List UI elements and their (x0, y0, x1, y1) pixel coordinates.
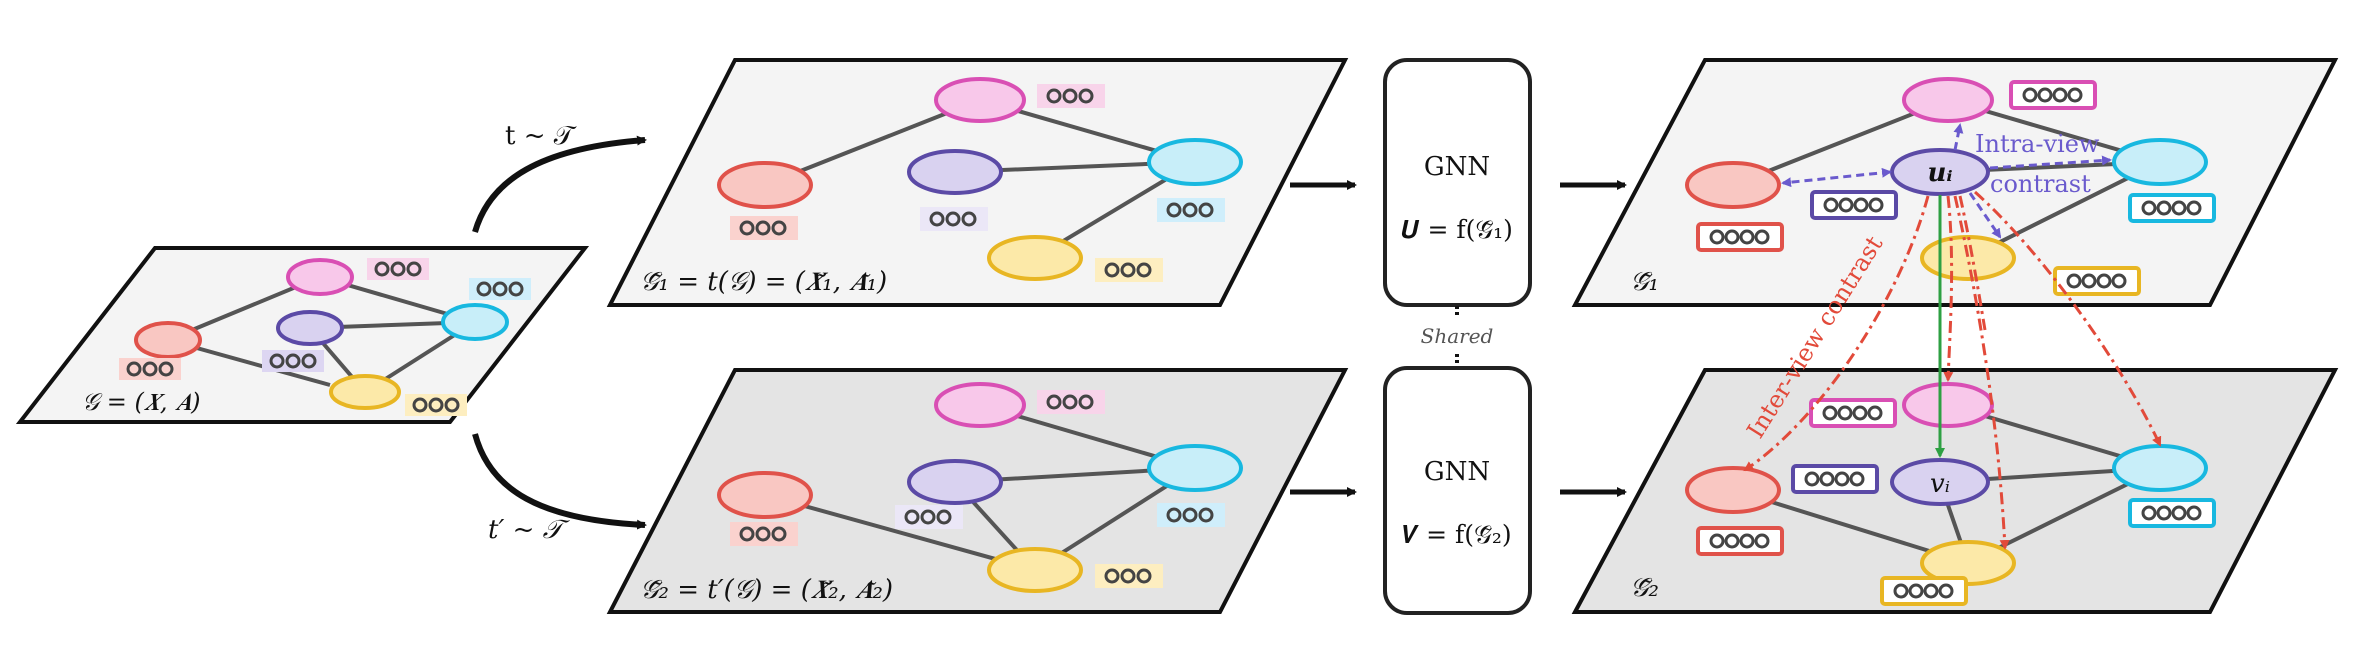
output1-node-u (1890, 148, 1990, 196)
output2-node-pink (1902, 382, 1994, 428)
output1-node-pink (1902, 77, 1994, 123)
view1-node-red (717, 161, 813, 209)
aug-label-bottom: t′ ~ 𝒯 (488, 515, 571, 545)
gnn-bottom-equation: 𝑽 = f(𝒢̃₂) (1402, 520, 1511, 549)
view2-node-red (717, 471, 813, 519)
output1-node-yellow (1920, 235, 2016, 281)
aug-label-top: t ~ 𝒯 (505, 121, 577, 151)
node-cyan (441, 303, 509, 341)
output1-panel: 𝒖ᵢ 𝒢̃₁ (1571, 58, 2339, 307)
view2-node-pink (934, 382, 1026, 428)
gnn-encoder-bottom: GNN 𝑽 = f(𝒢̃₂) (1383, 366, 1532, 615)
intra-view-arrows (1781, 123, 2112, 239)
view1-node-yellow (987, 235, 1083, 281)
v-i-label: 𝑣ᵢ (1930, 469, 1950, 499)
view1-node-cyan (1147, 138, 1243, 186)
node-yellow (329, 374, 401, 410)
shared-label: Shared (1421, 324, 1494, 348)
node-purple (276, 310, 344, 346)
view2-panel: 𝒢̃₂ = t′(𝒢) = (𝑿̃₂, 𝑨̃₂) (606, 368, 1349, 614)
gnn-top-equation: 𝑼 = f(𝒢̃₁) (1401, 215, 1513, 244)
view1-definition: 𝒢̃₁ = t(𝒢) = (𝑿̃₁, 𝑨̃₁) (640, 267, 887, 297)
output1-node-cyan (2112, 138, 2208, 186)
node-pink (286, 258, 354, 296)
original-graph-label: 𝒢 = (𝑿, 𝑨) (82, 388, 200, 416)
output1-node-red (1685, 161, 1781, 209)
gnn-top-label: GNN (1424, 152, 1490, 182)
gnn-encoder-top: GNN 𝑼 = f(𝒢̃₁) (1383, 58, 1532, 307)
output2-label: 𝒢̃₂ (1630, 573, 1659, 603)
output1-label: 𝒢̃₁ (1630, 267, 1659, 297)
intra-view-label-1: Intra-view (1975, 130, 2100, 158)
inter-view-arrows (1743, 190, 2162, 550)
output2-node-red (1685, 466, 1781, 514)
view1-node-purple (907, 149, 1003, 195)
view2-node-purple (907, 459, 1003, 505)
view2-node-cyan (1147, 444, 1243, 492)
intra-view-label-2: contrast (1990, 170, 2091, 198)
aug-arrow-bottom (472, 433, 647, 530)
aug-arrow-top (472, 135, 647, 233)
output2-node-cyan (2112, 444, 2208, 492)
u-i-label: 𝒖ᵢ (1927, 158, 1952, 188)
view1-node-pink (934, 77, 1026, 123)
output2-panel: 𝑣ᵢ 𝒢̃₂ (1571, 368, 2339, 614)
view1-panel: 𝒢̃₁ = t(𝒢) = (𝑿̃₁, 𝑨̃₁) (606, 58, 1349, 307)
view2-definition: 𝒢̃₂ = t′(𝒢) = (𝑿̃₂, 𝑨̃₂) (640, 575, 893, 605)
node-red (134, 321, 202, 359)
view2-node-yellow (987, 547, 1083, 593)
gnn-bottom-label: GNN (1424, 457, 1490, 487)
original-graph-panel: 𝒢 = (𝑿, 𝑨) (15, 246, 590, 424)
output2-node-v (1890, 458, 1990, 506)
